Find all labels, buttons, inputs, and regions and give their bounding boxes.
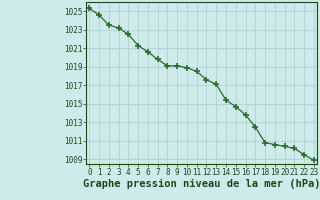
X-axis label: Graphe pression niveau de la mer (hPa): Graphe pression niveau de la mer (hPa) <box>83 179 320 189</box>
